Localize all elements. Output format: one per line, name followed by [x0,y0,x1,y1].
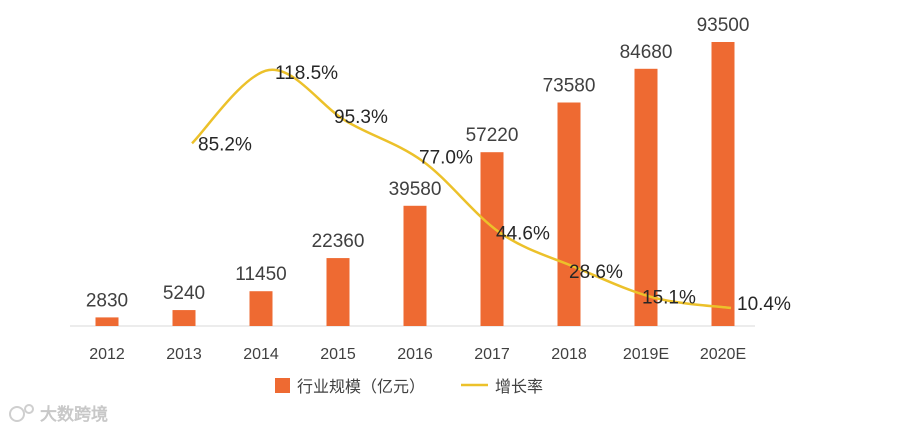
x-tick-2019E: 2019E [623,346,669,363]
x-tick-2020E: 2020E [700,346,746,363]
growth-label-2015: 95.3% [334,107,388,128]
legend-swatch-bar [275,378,290,393]
x-tick-2014: 2014 [243,346,279,363]
bar-2014 [249,291,273,326]
legend-label-bar: 行业规模（亿元） [297,378,425,396]
logo-icon [9,404,34,422]
bar-2015 [326,258,350,326]
bar-series [95,42,735,326]
growth-rate-labels: 85.2% 118.5% 95.3% 77.0% 44.6% 28.6% 15.1% 10.4… [198,63,791,315]
bar-label-2015: 22360 [312,231,365,252]
bar-label-2019E: 84680 [620,42,673,63]
bar-2016 [403,205,427,326]
bar-2013 [172,310,196,326]
growth-label-2016: 77.0% [419,147,473,168]
bar-2018 [557,102,581,326]
bar-value-labels: 2830 5240 11450 22360 39580 57220 73580 84680 93… [86,15,750,311]
x-axis-tick-labels: 2012 2013 2014 2015 2016 2017 2018 2019E 2020E [89,346,746,363]
x-tick-2015: 2015 [320,346,356,363]
bar-label-2014: 11450 [235,264,286,285]
growth-label-2013: 85.2% [198,134,252,155]
x-tick-2013: 2013 [166,346,202,363]
growth-label-2019E: 15.1% [642,288,696,309]
bar-2020E [711,42,735,326]
bar-label-2012: 2830 [86,290,128,311]
growth-label-2020E: 10.4% [737,294,791,315]
growth-label-2014: 118.5% [275,63,338,84]
bar-label-2017: 57220 [466,125,519,146]
growth-label-2017: 44.6% [496,224,550,245]
legend: 行业规模（亿元） 增长率 [275,378,543,396]
bar-label-2013: 5240 [163,283,205,304]
watermark-text: 大数跨境 [40,404,108,424]
bar-label-2016: 39580 [389,179,442,200]
legend-label-line: 增长率 [495,378,543,396]
x-tick-2018: 2018 [551,346,587,363]
watermark: 大数跨境 [9,404,108,424]
growth-label-2018: 28.6% [569,262,623,283]
growth-rate-line [191,68,732,310]
x-tick-2012: 2012 [89,346,125,363]
bar-2012 [95,317,119,326]
bar-2019E [634,68,658,326]
bar-label-2020E: 93500 [697,15,750,36]
bar-2017 [480,152,504,326]
bar-label-2018: 73580 [543,76,596,97]
x-tick-2016: 2016 [397,346,433,363]
x-tick-2017: 2017 [474,346,510,363]
